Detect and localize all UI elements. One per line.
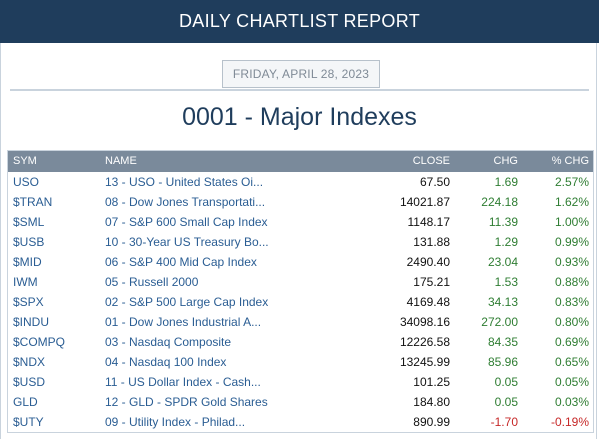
close-value: 175.21: [413, 275, 450, 289]
symbol-link[interactable]: $TRAN: [13, 195, 53, 209]
change-value: 1.69: [494, 175, 518, 189]
close-value: 1148.17: [407, 215, 451, 229]
report-frame: [0, 43, 597, 439]
table-header: SYM NAME CLOSE CHG % CHG: [8, 151, 593, 172]
percent-change-value: -0.19%: [550, 415, 589, 429]
percent-change-value: 0.83%: [554, 295, 589, 309]
percent-change-value: 1.62%: [554, 195, 589, 209]
report-date: FRIDAY, APRIL 28, 2023: [232, 67, 370, 81]
change-value: 11.39: [488, 215, 518, 229]
divider: [10, 89, 589, 91]
symbol-link[interactable]: $SPX: [13, 295, 44, 309]
column-header-close[interactable]: CLOSE: [412, 155, 450, 167]
close-value: 101.25: [413, 375, 450, 389]
percent-change-value: 2.57%: [554, 175, 589, 189]
symbol-link[interactable]: $USD: [13, 375, 46, 389]
symbol-link[interactable]: IWM: [13, 275, 38, 289]
name-link[interactable]: 08 - Dow Jones Transportati...: [105, 195, 266, 209]
column-header-pct-chg[interactable]: % CHG: [551, 155, 589, 167]
symbol-link[interactable]: $NDX: [13, 355, 46, 369]
name-link[interactable]: 05 - Russell 2000: [105, 275, 199, 289]
close-value: 890.99: [413, 415, 450, 429]
close-value: 184.80: [413, 395, 450, 409]
chartlist-title: 0001 - Major Indexes: [182, 103, 417, 131]
index-table: SYM NAME CLOSE CHG % CHG USO 13 - USO - U…: [7, 150, 594, 433]
name-link[interactable]: 11 - US Dollar Index - Cash...: [105, 375, 261, 389]
column-header-name[interactable]: NAME: [105, 155, 137, 167]
name-link[interactable]: 02 - S&P 500 Large Cap Index: [105, 295, 269, 309]
percent-change-value: 0.93%: [554, 255, 589, 269]
column-header-chg[interactable]: CHG: [493, 155, 518, 167]
name-link[interactable]: 03 - Nasdaq Composite: [105, 335, 232, 349]
close-value: 12226.58: [399, 335, 450, 349]
symbol-link[interactable]: $INDU: [13, 315, 50, 329]
percent-change-value: 0.05%: [554, 375, 589, 389]
change-value: 0.05: [494, 395, 518, 409]
change-value: 1.29: [494, 235, 518, 249]
table-row[interactable]: $UTY 09 - Utility Index - Philad... 890.99…: [8, 412, 593, 432]
table-row[interactable]: $COMPQ 03 - Nasdaq Composite 12226.58 84.35…: [8, 332, 593, 352]
name-link[interactable]: 10 - 30-Year US Treasury Bo...: [105, 235, 269, 249]
report-header: DAILY CHARTLIST REPORT: [0, 0, 599, 43]
symbol-link[interactable]: $MID: [13, 255, 42, 269]
close-value: 4169.48: [406, 295, 450, 309]
change-value: 1.53: [494, 275, 518, 289]
report-header-title: DAILY CHARTLIST REPORT: [178, 11, 420, 31]
symbol-link[interactable]: $COMPQ: [13, 335, 66, 349]
symbol-link[interactable]: $USB: [13, 235, 45, 249]
table-row[interactable]: IWM 05 - Russell 2000 175.21 1.53 0.88%: [8, 272, 593, 292]
table-row[interactable]: $NDX 04 - Nasdaq 100 Index 13245.99 85.96 0.…: [8, 352, 593, 372]
name-link[interactable]: 06 - S&P 400 Mid Cap Index: [105, 255, 257, 269]
close-value: 13245.99: [399, 355, 450, 369]
table-row[interactable]: $MID 06 - S&P 400 Mid Cap Index 2490.40 23.…: [8, 252, 593, 272]
change-value: 34.13: [487, 295, 518, 309]
name-link[interactable]: 09 - Utility Index - Philad...: [105, 415, 246, 429]
percent-change-value: 0.80%: [554, 315, 589, 329]
name-link[interactable]: 01 - Dow Jones Industrial A...: [105, 315, 262, 329]
change-value: 85.96: [487, 355, 518, 369]
symbol-link[interactable]: USO: [13, 175, 40, 189]
name-link[interactable]: 12 - GLD - SPDR Gold Shares: [105, 395, 268, 409]
table-row[interactable]: USO 13 - USO - United States Oi... 67.50 1.…: [8, 172, 593, 192]
table-row[interactable]: $INDU 01 - Dow Jones Industrial A... 34098…: [8, 312, 593, 332]
table-row[interactable]: $TRAN 08 - Dow Jones Transportati... 14021…: [8, 192, 593, 212]
table-row[interactable]: $USB 10 - 30-Year US Treasury Bo... 131.88…: [8, 232, 593, 252]
change-value: 23.04: [487, 255, 518, 269]
percent-change-value: 0.65%: [554, 355, 589, 369]
table-row[interactable]: $USD 11 - US Dollar Index - Cash... 101.25…: [8, 372, 593, 392]
change-value: 0.05: [494, 375, 518, 389]
close-value: 67.50: [419, 175, 450, 189]
symbol-link[interactable]: $UTY: [13, 415, 44, 429]
name-link[interactable]: 07 - S&P 600 Small Cap Index: [105, 215, 268, 229]
close-value: 131.88: [413, 235, 450, 249]
change-value: 224.18: [481, 195, 518, 209]
percent-change-value: 0.99%: [554, 235, 589, 249]
close-value: 34098.16: [399, 315, 450, 329]
table-row[interactable]: GLD 12 - GLD - SPDR Gold Shares 184.80 0.05…: [8, 392, 593, 412]
report-date-badge: FRIDAY, APRIL 28, 2023: [222, 60, 380, 88]
table-row[interactable]: $SPX 02 - S&P 500 Large Cap Index 4169.48 3…: [8, 292, 593, 312]
close-value: 2490.40: [406, 255, 450, 269]
symbol-link[interactable]: $SML: [13, 215, 45, 229]
table-row[interactable]: $SML 07 - S&P 600 Small Cap Index 1148.17 1…: [8, 212, 593, 232]
change-value: -1.70: [490, 415, 518, 429]
name-link[interactable]: 13 - USO - United States Oi...: [105, 175, 264, 189]
percent-change-value: 0.03%: [554, 395, 589, 409]
percent-change-value: 0.88%: [554, 275, 589, 289]
change-value: 272.00: [481, 315, 518, 329]
percent-change-value: 0.69%: [554, 335, 589, 349]
column-header-sym[interactable]: SYM: [13, 155, 37, 167]
change-value: 84.35: [487, 335, 518, 349]
percent-change-value: 1.00%: [554, 215, 589, 229]
name-link[interactable]: 04 - Nasdaq 100 Index: [105, 355, 227, 369]
close-value: 14021.87: [399, 195, 450, 209]
table-body: USO 13 - USO - United States Oi... 67.50 1.…: [8, 172, 593, 432]
symbol-link[interactable]: GLD: [13, 395, 38, 409]
